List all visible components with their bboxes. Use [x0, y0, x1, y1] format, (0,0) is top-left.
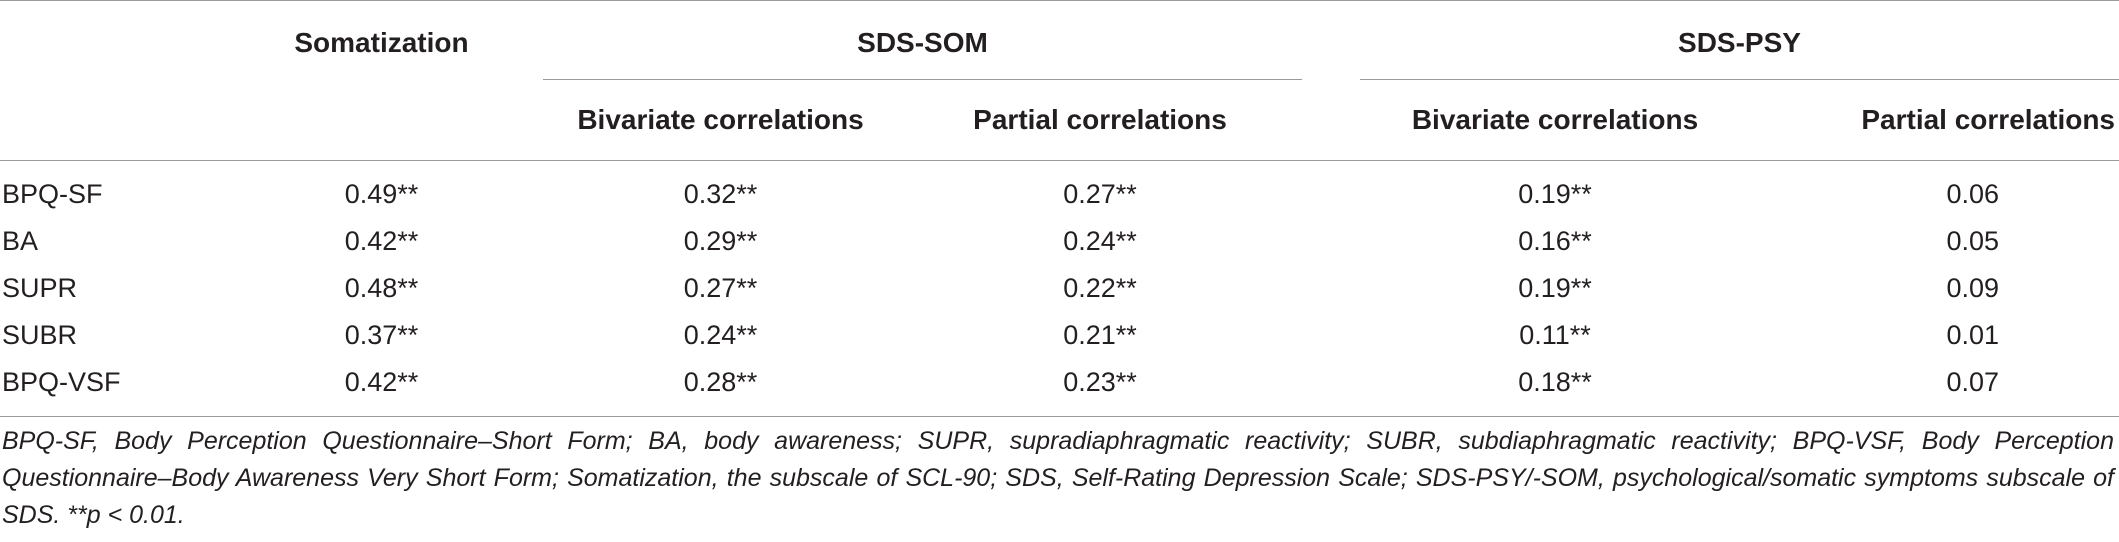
table-row: BPQ-SF 0.49** 0.32** 0.27** 0.19** 0.06: [0, 171, 2119, 218]
table-row: BA 0.42** 0.29** 0.24** 0.16** 0.05: [0, 218, 2119, 265]
cell-psy-partial: 0.06: [1946, 179, 1999, 209]
cell-somatization: 0.42**: [344, 226, 419, 256]
cell-psy-partial: 0.01: [1946, 320, 1999, 350]
table-row: SUPR 0.48** 0.27** 0.22** 0.19** 0.09: [0, 265, 2119, 312]
table-footnote: BPQ-SF, Body Perception Questionnaire–Sh…: [2, 427, 2114, 529]
cell-gap: [1302, 312, 1360, 359]
table-row: SUBR 0.37** 0.24** 0.21** 0.11** 0.01: [0, 312, 2119, 359]
cell-gap: [1302, 359, 1360, 406]
cell-gap: [1302, 171, 1360, 218]
subheader-psy-partial: Partial correlations: [1750, 79, 2119, 161]
row-label: SUBR: [2, 320, 78, 350]
bottom-rule: [0, 406, 2119, 417]
row-label: BPQ-VSF: [2, 367, 121, 397]
row-label: SUPR: [2, 273, 78, 303]
header-sds-psy: SDS-PSY: [1360, 7, 2119, 80]
subheader-empty-som: [220, 79, 543, 161]
cell-gap: [1302, 265, 1360, 312]
cell-psy-bivariate: 0.19**: [1518, 179, 1592, 209]
cell-psy-bivariate: 0.16**: [1518, 226, 1592, 256]
cell-psy-partial: 0.07: [1946, 367, 1999, 397]
header-gap: [1302, 7, 1360, 80]
cell-psy-bivariate: 0.18**: [1518, 367, 1592, 397]
header-row-1: Somatization SDS-SOM SDS-PSY: [0, 7, 2119, 80]
subheader-gap: [1302, 79, 1360, 161]
cell-psy-bivariate: 0.11**: [1519, 320, 1591, 350]
cell-gap: [1302, 218, 1360, 265]
cell-som-partial: 0.22**: [1063, 273, 1137, 303]
header-empty: [0, 7, 220, 80]
row-label: BPQ-SF: [2, 179, 103, 209]
cell-som-bivariate: 0.24**: [683, 320, 758, 350]
cell-som-partial: 0.23**: [1063, 367, 1137, 397]
subheader-psy-bivariate: Bivariate correlations: [1360, 79, 1750, 161]
spacer-row: [0, 161, 2119, 172]
cell-som-bivariate: 0.29**: [683, 226, 758, 256]
table-row: BPQ-VSF 0.42** 0.28** 0.23** 0.18** 0.07: [0, 359, 2119, 406]
cell-somatization: 0.49**: [344, 179, 419, 209]
cell-som-bivariate: 0.27**: [683, 273, 758, 303]
header-row-2: Bivariate correlations Partial correlati…: [0, 79, 2119, 161]
subheader-empty-label: [0, 79, 220, 161]
cell-somatization: 0.42**: [344, 367, 419, 397]
correlation-table: Somatization SDS-SOM SDS-PSY Bivariate c…: [0, 0, 2119, 417]
cell-som-partial: 0.21**: [1063, 320, 1137, 350]
cell-som-bivariate: 0.32**: [683, 179, 758, 209]
cell-som-bivariate: 0.28**: [683, 367, 758, 397]
subheader-som-partial: Partial correlations: [898, 79, 1302, 161]
cell-psy-partial: 0.09: [1946, 273, 1999, 303]
cell-psy-bivariate: 0.19**: [1518, 273, 1592, 303]
row-label: BA: [2, 226, 39, 256]
cell-psy-partial: 0.05: [1946, 226, 1999, 256]
cell-som-partial: 0.27**: [1063, 179, 1137, 209]
top-rule: [0, 0, 2119, 7]
cell-somatization: 0.48**: [344, 273, 419, 303]
header-sds-som: SDS-SOM: [543, 7, 1302, 80]
subheader-som-bivariate: Bivariate correlations: [543, 79, 898, 161]
cell-somatization: 0.37**: [344, 320, 419, 350]
header-somatization: Somatization: [294, 27, 469, 59]
cell-som-partial: 0.24**: [1063, 226, 1137, 256]
